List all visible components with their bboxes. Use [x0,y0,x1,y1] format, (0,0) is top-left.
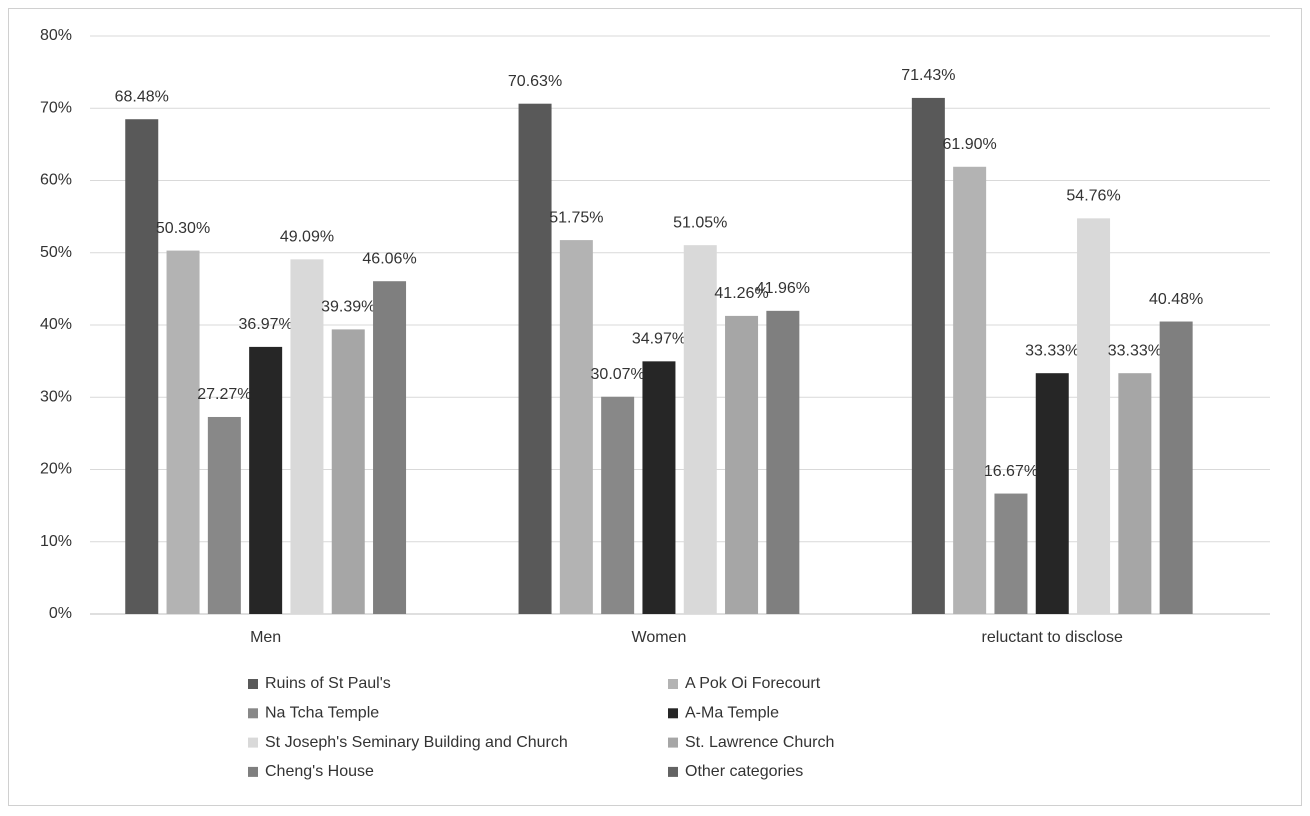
data-label: 68.48% [115,88,169,105]
legend-label: Ruins of St Paul's [265,675,391,692]
bar [1035,373,1069,614]
bar [1118,373,1152,614]
data-label: 41.26% [714,285,768,302]
bar [766,310,800,614]
data-label: 16.67% [984,463,1038,480]
legend-label: A-Ma Temple [685,705,779,722]
legend-label: St. Lawrence Church [685,734,834,751]
bar [518,103,552,615]
legend-label: Other categories [685,763,803,780]
bar [559,240,593,614]
legend-label: A Pok Oi Forecourt [685,675,821,692]
data-label: 40.48% [1149,291,1203,308]
bar [725,315,759,614]
y-tick-label: 0% [49,605,72,622]
data-label: 33.33% [1108,342,1162,359]
data-label: 33.33% [1025,342,1079,359]
y-tick-label: 50% [40,244,72,261]
data-label: 41.96% [756,280,810,297]
legend-swatch [248,708,258,719]
bar [911,97,945,614]
bar [1159,321,1193,614]
bar [994,493,1028,614]
y-tick-label: 70% [40,99,72,116]
data-label: 39.39% [321,299,375,316]
data-label: 51.75% [549,209,603,226]
x-tick-label: Men [250,629,281,646]
legend-label: Na Tcha Temple [265,705,379,722]
bar [249,346,283,614]
bar [953,166,987,614]
bar [290,259,324,614]
legend-swatch [248,679,258,689]
data-label: 70.63% [508,73,562,90]
y-tick-label: 80% [40,27,72,44]
data-label: 54.76% [1066,188,1120,205]
data-label: 30.07% [591,366,645,383]
y-tick-label: 60% [40,172,72,189]
bar [207,416,241,614]
legend-swatch [248,766,258,777]
bar [166,250,200,614]
legend-swatch [668,679,678,689]
y-tick-label: 10% [40,533,72,550]
data-label: 50.30% [156,220,210,237]
data-label: 71.43% [901,67,955,84]
bar [373,281,407,614]
x-tick-label: reluctant to disclose [982,629,1124,646]
bar [1077,218,1111,614]
legend-label: St Joseph's Seminary Building and Church [265,734,568,751]
bar [683,245,717,614]
bar [125,119,159,615]
bar [331,329,365,614]
legend-swatch [668,737,678,748]
data-label: 27.27% [197,386,251,403]
bar [601,396,635,614]
y-tick-label: 30% [40,388,72,405]
data-label: 49.09% [280,229,334,246]
data-label: 36.97% [239,316,293,333]
data-label: 61.90% [943,136,997,153]
data-label: 34.97% [632,331,686,348]
y-tick-label: 40% [40,316,72,333]
data-label: 46.06% [362,250,416,267]
bar [642,361,676,614]
x-tick-label: Women [632,629,687,646]
legend-swatch [248,737,258,748]
y-tick-label: 20% [40,461,72,478]
data-label: 51.05% [673,214,727,231]
legend-swatch [668,766,678,777]
legend-swatch [668,708,678,719]
legend-label: Cheng's House [265,763,374,780]
